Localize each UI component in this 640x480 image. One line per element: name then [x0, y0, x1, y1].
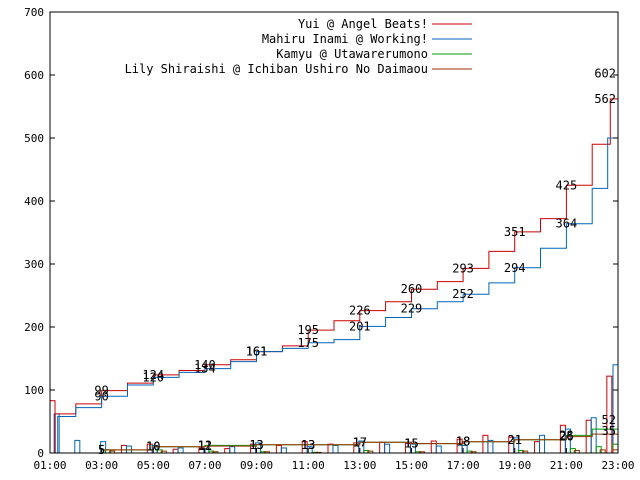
hourly-bar: [534, 441, 541, 454]
hourly-bar: [384, 443, 391, 454]
point-label: 18: [456, 435, 470, 449]
hourly-bar: [487, 439, 494, 454]
point-label: 175: [297, 336, 319, 350]
point-label: 562: [594, 92, 616, 106]
hourly-bar: [612, 364, 619, 454]
series-line: [50, 73, 619, 454]
point-label: 124: [142, 368, 164, 382]
x-tick-label: 07:00: [188, 459, 221, 472]
hourly-bar: [280, 447, 287, 454]
point-label: 195: [297, 323, 319, 337]
legend-label: Kamyu @ Utawarerumono: [276, 47, 428, 61]
hourly-bar: [482, 434, 489, 454]
y-tick-label: 0: [37, 447, 44, 460]
point-label: 294: [504, 261, 526, 275]
point-label: 18: [456, 435, 470, 449]
legend-label: Mahiru Inami @ Working!: [262, 32, 428, 46]
plot-frame: [49, 11, 619, 454]
point-label: 17: [353, 435, 367, 449]
point-label: 10: [146, 440, 160, 454]
hourly-bar: [332, 444, 339, 454]
hourly-bar: [435, 445, 442, 454]
legend-label: Lily Shiraishi @ Ichiban Ushiro No Daima…: [125, 62, 428, 76]
point-label: 10: [146, 440, 160, 454]
point-label: 15: [404, 437, 418, 451]
legend-label: Yui @ Angel Beats!: [298, 17, 428, 31]
hourly-bar: [172, 448, 179, 454]
point-label: 52: [602, 413, 616, 427]
y-tick-label: 100: [24, 384, 44, 397]
point-label: 21: [508, 433, 522, 447]
point-label: 425: [556, 178, 578, 192]
point-label: 13: [301, 438, 315, 452]
hourly-bar: [120, 444, 127, 454]
x-tick-label: 13:00: [343, 459, 376, 472]
hourly-bar: [612, 443, 619, 454]
y-tick-label: 600: [24, 69, 44, 82]
x-tick-label: 09:00: [240, 459, 273, 472]
point-label: 134: [194, 362, 216, 376]
cumulative-lines: [50, 73, 619, 454]
series-line: [50, 420, 619, 454]
point-label: 252: [452, 287, 474, 301]
legend: Yui @ Angel Beats!Mahiru Inami @ Working…: [125, 17, 472, 76]
y-axis: 0 100 200 300 400 500 600 700: [24, 6, 618, 460]
point-label: 161: [246, 345, 268, 359]
point-label: 293: [452, 261, 474, 275]
x-tick-label: 23:00: [601, 459, 634, 472]
series-line: [50, 98, 619, 454]
point-label: 260: [401, 282, 423, 296]
point-label: 26: [559, 430, 573, 444]
x-tick-label: 11:00: [292, 459, 325, 472]
hourly-bar: [177, 447, 184, 454]
point-label: 28: [559, 428, 573, 442]
x-axis: 01:00 03:00 05:00 07:00 09:00 11:00 13:00 15:00…: [33, 448, 635, 472]
point-label: 229: [401, 302, 423, 316]
point-label: 90: [94, 389, 108, 403]
point-label: 11: [198, 439, 212, 453]
x-tick-label: 05:00: [137, 459, 170, 472]
point-label: 21: [508, 433, 522, 447]
y-tick-label: 200: [24, 321, 44, 334]
hourly-bar: [229, 446, 236, 454]
point-labels: 99 124 140 161 195 226 260 293 351 425 602 90 120 134…: [94, 67, 616, 457]
point-label: 99: [94, 384, 108, 398]
point-label: 35: [602, 424, 616, 438]
point-label: 364: [556, 217, 578, 231]
point-label: 15: [404, 437, 418, 451]
point-label: 17: [353, 435, 367, 449]
point-label: 226: [349, 304, 371, 318]
x-tick-label: 19:00: [498, 459, 531, 472]
point-label: 120: [142, 370, 164, 384]
y-tick-label: 300: [24, 258, 44, 271]
point-label: 602: [594, 67, 616, 81]
point-label: 351: [504, 225, 526, 239]
hourly-bar: [275, 444, 282, 454]
x-tick-label: 01:00: [33, 459, 66, 472]
point-label: 13: [301, 438, 315, 452]
hourly-bar: [539, 434, 546, 454]
point-label: 201: [349, 319, 371, 333]
point-label: 140: [194, 358, 216, 372]
series-line: [50, 430, 619, 454]
point-label: 161: [246, 345, 268, 359]
point-label: 13: [249, 438, 263, 452]
point-label: 13: [249, 438, 263, 452]
x-tick-label: 17:00: [447, 459, 480, 472]
hourly-bar: [327, 443, 334, 454]
hourly-bar: [224, 448, 231, 454]
y-tick-label: 700: [24, 6, 44, 19]
y-tick-label: 500: [24, 132, 44, 145]
hourly-bar: [74, 439, 81, 454]
hourly-bar: [379, 441, 386, 454]
y-tick-label: 400: [24, 195, 44, 208]
x-tick-label: 21:00: [550, 459, 583, 472]
x-tick-label: 03:00: [85, 459, 118, 472]
x-tick-label: 15:00: [395, 459, 428, 472]
hourly-bar: [430, 440, 437, 454]
point-label: 12: [198, 438, 212, 452]
